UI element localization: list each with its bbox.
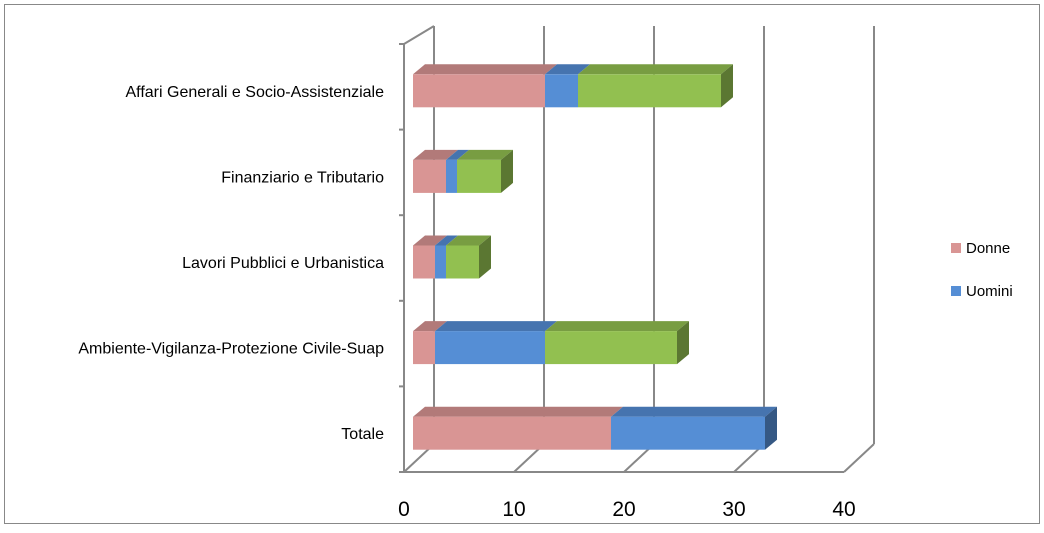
category-label: Finanziario e Tributario: [221, 169, 384, 186]
legend-label: Donne: [966, 240, 1010, 257]
x-tick-label: 40: [832, 498, 855, 521]
bar-segment: [413, 74, 545, 107]
bar-top-face: [435, 321, 557, 331]
bar-segment: [413, 246, 435, 279]
bar-segment: [578, 74, 721, 107]
legend-swatch: [951, 243, 961, 253]
bar-top-face: [545, 321, 689, 331]
bar-segment: [413, 331, 435, 364]
bar-segment: [435, 246, 446, 279]
category-label: Lavori Pubblici e Urbanistica: [182, 255, 384, 272]
x-tick-label: 0: [398, 498, 410, 521]
x-tick-label: 10: [502, 498, 525, 521]
bar-segment: [413, 417, 611, 450]
category-label: Affari Generali e Socio-Assistenziale: [126, 84, 385, 101]
bar-segment: [545, 331, 677, 364]
legend-swatch: [951, 286, 961, 296]
bar-top-face: [413, 64, 557, 74]
bar-segment: [446, 160, 457, 193]
bar-top-face: [611, 407, 777, 417]
bar-segment: [446, 246, 479, 279]
category-label: Totale: [341, 426, 384, 443]
bar-segment: [545, 74, 578, 107]
category-label: Ambiente-Vigilanza-Protezione Civile-Sua…: [78, 341, 384, 358]
legend-label: Uomini: [966, 283, 1013, 300]
bar-segment: [611, 417, 765, 450]
x-tick-label: 30: [722, 498, 745, 521]
bar-segment: [457, 160, 501, 193]
x-tick-label: 20: [612, 498, 635, 521]
bar-segment: [413, 160, 446, 193]
bar-top-face: [413, 407, 623, 417]
bar-top-face: [578, 64, 733, 74]
bar-segment: [435, 331, 545, 364]
